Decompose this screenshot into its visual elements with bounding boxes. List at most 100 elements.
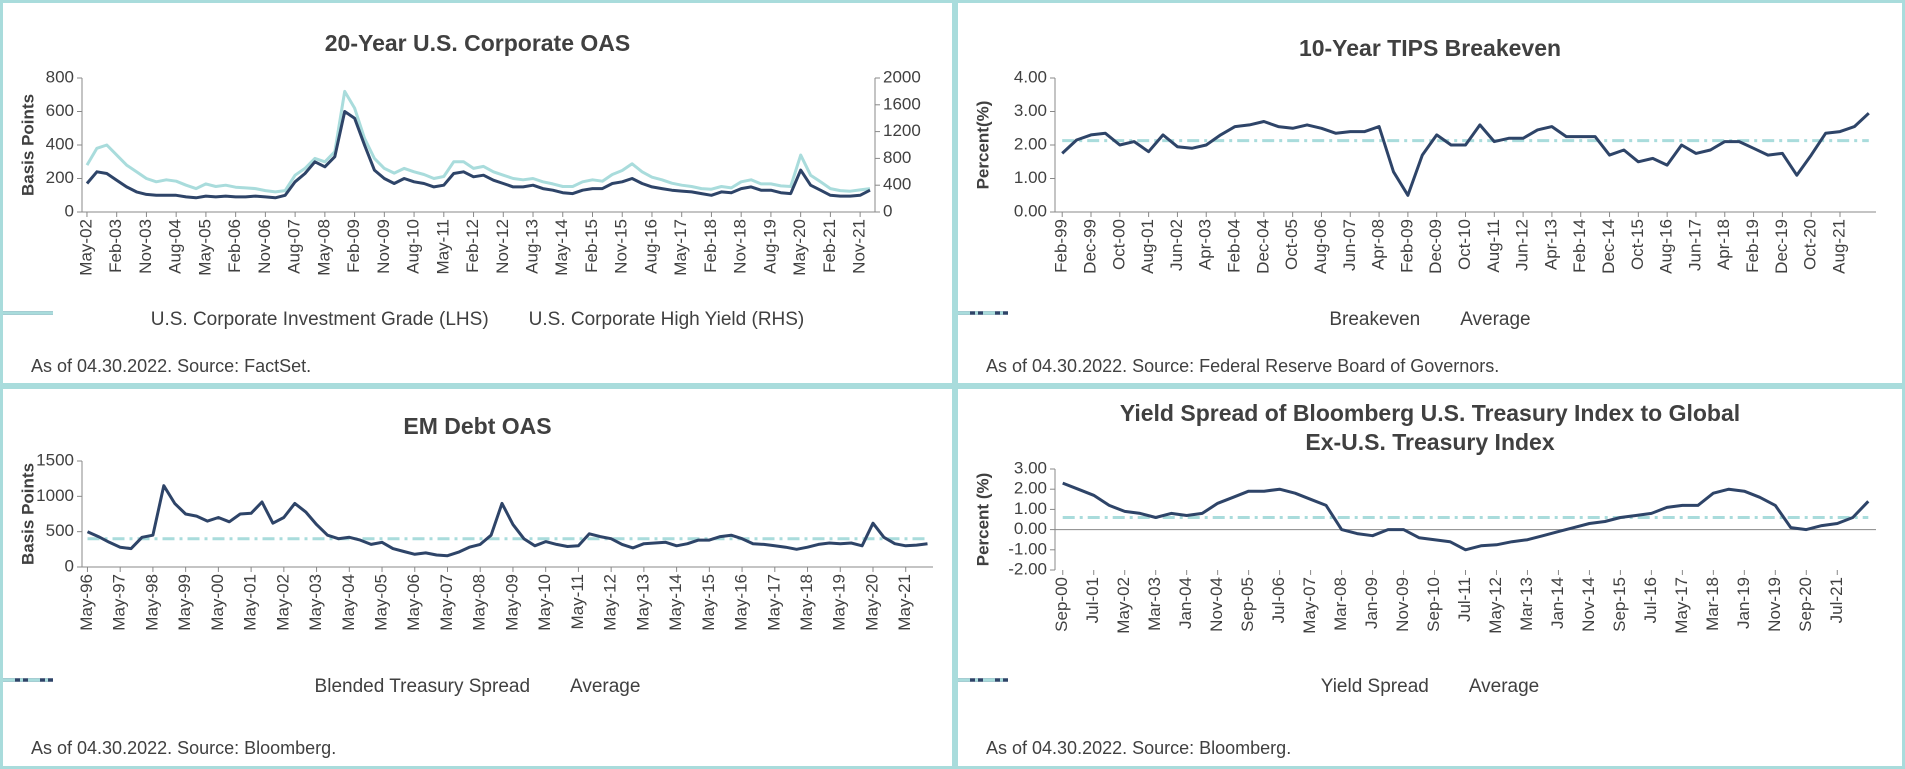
x-tick-label: May-17	[1672, 577, 1691, 634]
x-tick-label: May-11	[568, 574, 587, 629]
x-tick-label: Aug-01	[1138, 219, 1157, 274]
y2-tick-label: 1200	[883, 121, 921, 140]
x-tick-label: Feb-18	[701, 219, 720, 273]
x-tick-label: Aug-16	[641, 219, 660, 274]
x-tick-label: May-17	[671, 219, 690, 276]
chart-title: 20-Year U.S. Corporate OAS	[324, 30, 631, 56]
y2-tick-label: 800	[883, 148, 911, 167]
x-tick-label: May-97	[110, 574, 129, 631]
x-tick-label: Oct-00	[1109, 219, 1128, 270]
x-tick-label: Jul-11	[1455, 577, 1474, 622]
chart: Percent (%) -2.00-1.000.001.002.00 3.00 Sep…	[973, 458, 1876, 634]
legend-item: Breakeven	[958, 309, 1420, 331]
x-tick-label: May-03	[306, 574, 325, 631]
y-tick-label: 1.00	[1014, 168, 1047, 187]
legend-item: Average	[958, 309, 1531, 331]
x-tick-label: Nov-03	[136, 219, 155, 274]
x-tick-label: Jun-02	[1167, 219, 1186, 271]
y-tick-label: 3.00	[1014, 458, 1047, 477]
x-tick-label: Dec-19	[1772, 219, 1791, 274]
x-tick-label: May-00	[208, 574, 227, 631]
x-tick-label: Jul-21	[1827, 577, 1846, 623]
y-axis-label: Percent(%)	[973, 101, 992, 190]
y-tick-label: 500	[46, 521, 74, 540]
x-tick-label: May-12	[1486, 577, 1505, 634]
chart-panel: Percent (%) -2.00 -1.00 0.00 1.00 2.00 3.00 Sep…	[955, 386, 1905, 769]
x-tick-label: Oct-20	[1801, 219, 1820, 270]
y-tick-label: 1500	[36, 450, 74, 469]
x-tick-label: Sep-15	[1610, 577, 1629, 632]
x-tick-label: Nov-21	[850, 219, 869, 274]
x-tick-label: May-19	[830, 574, 849, 631]
legend: Blended Treasury Spread Average	[3, 675, 952, 699]
x-tick-label: Jan-19	[1734, 577, 1753, 629]
y2-tick-label: 1600	[883, 94, 921, 113]
legend-item: Yield Spread	[958, 676, 1429, 698]
x-tick-label: Feb-09	[344, 219, 363, 273]
legend-item: Average	[958, 676, 1539, 698]
x-tick-label: Aug-10	[404, 219, 423, 274]
y-tick-label: -2.00	[1008, 559, 1047, 578]
x-tick-label: May-98	[142, 574, 161, 631]
x-tick-label: Aug-19	[760, 219, 779, 274]
chart-title: 10-Year TIPS Breakeven	[1298, 35, 1562, 61]
x-tick-label: Feb-09	[1397, 219, 1416, 273]
x-tick-label: Nov-15	[612, 219, 631, 274]
x-tick-label: Mar-08	[1331, 577, 1350, 631]
x-tick-label: Feb-12	[463, 219, 482, 273]
x-tick-label: Sep-20	[1796, 577, 1815, 632]
y-axis-label: Basis Points	[18, 463, 37, 565]
x-tick-label: May-08	[314, 219, 333, 276]
y-tick-label: 800	[46, 67, 74, 86]
series-line	[85, 89, 871, 194]
x-tick-label: Nov-04	[1207, 577, 1226, 632]
x-tick-label: May-15	[699, 574, 718, 631]
series-line	[86, 484, 928, 558]
legend-item: Blended Treasury Spread	[3, 676, 530, 698]
x-tick-label: Feb-03	[106, 219, 125, 273]
x-tick-label: Nov-14	[1579, 577, 1598, 632]
legend-swatch	[958, 678, 1008, 682]
x-tick-label: Aug-06	[1311, 219, 1330, 274]
series-line	[1061, 112, 1870, 197]
x-tick-label: Nov-18	[731, 219, 750, 274]
x-tick-label: Apr-13	[1541, 219, 1560, 270]
x-tick-label: Oct-05	[1282, 219, 1301, 270]
x-tick-label: May-10	[535, 574, 554, 631]
x-tick-label: Feb-99	[1052, 219, 1071, 273]
x-tick-label: Jul-16	[1641, 577, 1660, 623]
x-tick-label: May-14	[666, 574, 685, 631]
x-tick-label: Nov-09	[374, 219, 393, 274]
x-tick-label: Dec-99	[1080, 219, 1099, 274]
x-tick-label: Jun-12	[1513, 219, 1532, 271]
legend: Breakeven Average	[958, 308, 1902, 332]
y2-tick-label: 0	[883, 201, 892, 220]
x-tick-label: May-04	[339, 574, 358, 631]
x-tick-label: Feb-15	[582, 219, 601, 273]
y-tick-label: 2.00	[1014, 479, 1047, 498]
y2-tick-label: 2000	[883, 67, 921, 86]
x-tick-label: May-11	[433, 219, 452, 274]
x-tick-label: May-96	[77, 574, 96, 631]
y-tick-label: 400	[46, 134, 74, 153]
x-tick-label: Jul-01	[1083, 577, 1102, 623]
y-tick-label: 0	[65, 556, 74, 575]
x-tick-label: Mar-03	[1145, 577, 1164, 631]
legend-swatch	[3, 678, 53, 682]
x-tick-label: Aug-07	[285, 219, 304, 274]
x-tick-label: May-20	[790, 219, 809, 276]
chart: Basis Points 0 200 400 600 800 0 400 800 1200 1600…	[18, 67, 921, 276]
x-tick-label: May-05	[372, 574, 391, 631]
x-tick-label: Jan-09	[1362, 577, 1381, 629]
source-note: As of 04.30.2022. Source: Bloomberg.	[986, 738, 1292, 758]
chart-title: Yield Spread of Bloomberg U.S. Treasury …	[1119, 400, 1741, 455]
x-tick-label: May-21	[895, 574, 914, 631]
x-tick-label: Dec-09	[1426, 219, 1445, 274]
x-tick-label: Feb-14	[1570, 219, 1589, 273]
y-axis-label: Percent (%)	[973, 473, 992, 567]
x-tick-label: Feb-06	[225, 219, 244, 273]
y-tick-label: 4.00	[1014, 67, 1047, 86]
x-tick-label: May-02	[1114, 577, 1133, 634]
x-tick-label: Oct-15	[1628, 219, 1647, 270]
